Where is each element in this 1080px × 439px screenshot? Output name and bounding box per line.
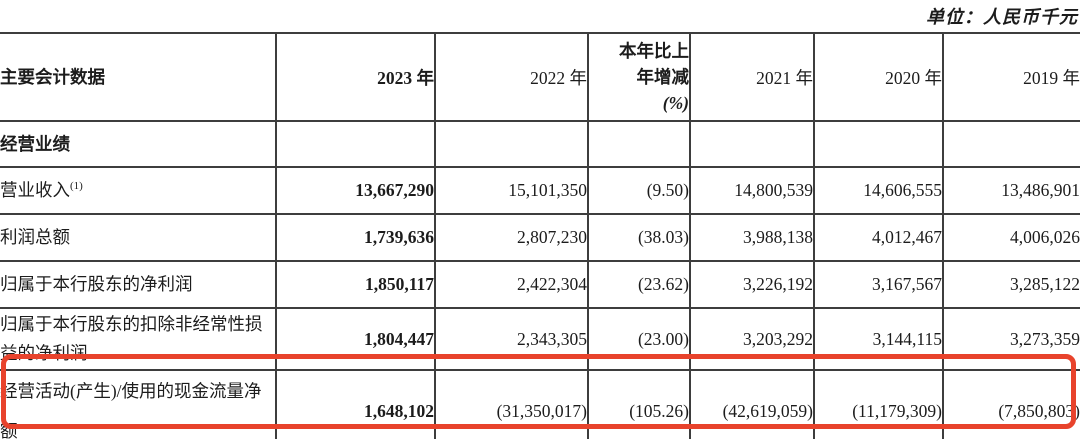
cell-2021: 3,203,292 xyxy=(689,307,814,371)
row-label: 营业收入(1) xyxy=(0,166,276,215)
cell-2021: 3,988,138 xyxy=(689,213,814,262)
cell-2022 xyxy=(434,120,588,168)
header-2023: 2023 年 xyxy=(275,32,435,122)
table-row-total-profit: 利润总额 1,739,636 2,807,230 (38.03) 3,988,1… xyxy=(0,213,1080,262)
cell-yoy: (9.50) xyxy=(587,166,690,215)
cell-yoy: (105.26) xyxy=(587,369,690,439)
cell-2023: 1,850,117 xyxy=(275,260,435,309)
header-yoy-line2: 年增减 xyxy=(636,67,690,87)
cell-2022: 2,343,305 xyxy=(434,307,588,371)
cell-2022: (31,350,017) xyxy=(434,369,588,439)
cell-2021: (42,619,059) xyxy=(689,369,814,439)
cell-yoy: (23.62) xyxy=(587,260,690,309)
cell-yoy: (38.03) xyxy=(587,213,690,262)
unit-label: 单位：人民币千元 xyxy=(926,7,1078,27)
cell-2022: 2,422,304 xyxy=(434,260,588,309)
header-metric: 主要会计数据 xyxy=(0,32,276,122)
cell-2019: (7,850,803) xyxy=(942,369,1080,439)
cell-2022: 2,807,230 xyxy=(434,213,588,262)
cell-yoy: (23.00) xyxy=(587,307,690,371)
cell-2020: 14,606,555 xyxy=(813,166,943,215)
cell-2019 xyxy=(942,120,1080,168)
row-label: 归属于本行股东的净利润 xyxy=(0,260,276,309)
footnote-marker: (1) xyxy=(70,180,83,193)
row-label: 利润总额 xyxy=(0,213,276,262)
cell-2020: 4,012,467 xyxy=(813,213,943,262)
table-row-net-profit: 归属于本行股东的净利润 1,850,117 2,422,304 (23.62) … xyxy=(0,260,1080,309)
header-2020: 2020 年 xyxy=(813,32,943,122)
cell-2023: 1,804,447 xyxy=(275,307,435,371)
cell-2019: 13,486,901 xyxy=(942,166,1080,215)
header-yoy-line3: (%) xyxy=(662,93,689,113)
cell-2019: 3,273,359 xyxy=(942,307,1080,371)
cell-yoy xyxy=(587,120,690,168)
cell-2020 xyxy=(813,120,943,168)
header-2019: 2019 年 xyxy=(942,32,1080,122)
cell-2020: (11,179,309) xyxy=(813,369,943,439)
cell-2019: 4,006,026 xyxy=(942,213,1080,262)
row-label: 归属于本行股东的扣除非经常性损益的净利润 xyxy=(0,307,276,371)
table-header-row: 主要会计数据 2023 年 2022 年 本年比上 年增减 (%) 2021 年… xyxy=(0,32,1080,122)
cell-2021: 14,800,539 xyxy=(689,166,814,215)
cell-2022: 15,101,350 xyxy=(434,166,588,215)
table-row-operating-cash-flow: 经营活动(产生)/使用的现金流量净额 1,648,102 (31,350,017… xyxy=(0,369,1080,439)
cell-2023 xyxy=(275,120,435,168)
key-accounting-data-table: 主要会计数据 2023 年 2022 年 本年比上 年增减 (%) 2021 年… xyxy=(0,32,1080,439)
row-label: 经营业绩 xyxy=(0,120,276,168)
header-2021: 2021 年 xyxy=(689,32,814,122)
header-yoy-line1: 本年比上 xyxy=(619,41,689,61)
cell-2021: 3,226,192 xyxy=(689,260,814,309)
header-yoy-change: 本年比上 年增减 (%) xyxy=(587,32,690,122)
cell-2023: 1,648,102 xyxy=(275,369,435,439)
cell-2023: 1,739,636 xyxy=(275,213,435,262)
cell-2023: 13,667,290 xyxy=(275,166,435,215)
header-2022: 2022 年 xyxy=(434,32,588,122)
row-label: 经营活动(产生)/使用的现金流量净额 xyxy=(0,369,276,439)
cell-2020: 3,144,115 xyxy=(813,307,943,371)
table-row-net-profit-excl-nonrecurring: 归属于本行股东的扣除非经常性损益的净利润 1,804,447 2,343,305… xyxy=(0,307,1080,371)
cell-2019: 3,285,122 xyxy=(942,260,1080,309)
table-row-revenue: 营业收入(1) 13,667,290 15,101,350 (9.50) 14,… xyxy=(0,166,1080,215)
cell-2021 xyxy=(689,120,814,168)
table-row-section: 经营业绩 xyxy=(0,120,1080,168)
cell-2020: 3,167,567 xyxy=(813,260,943,309)
